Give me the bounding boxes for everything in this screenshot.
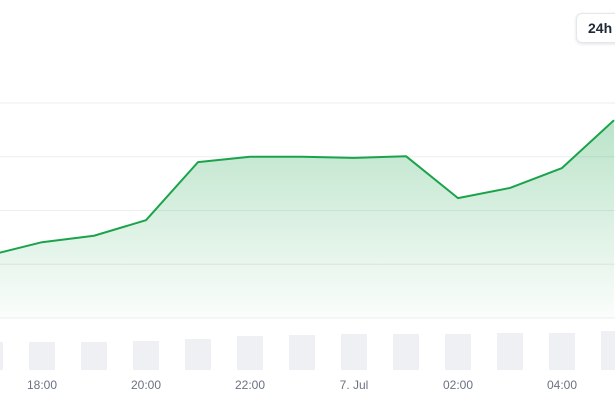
x-tick-label: 02:00: [443, 378, 473, 392]
volume-bar: [601, 331, 615, 370]
volume-bar: [341, 334, 367, 370]
line: [0, 119, 615, 254]
volume-bar: [445, 334, 471, 370]
volume-bar: [289, 335, 315, 370]
x-tick-label: 04:00: [547, 378, 577, 392]
x-tick-label: 7. Jul: [340, 378, 369, 392]
volume-bar: [133, 341, 159, 370]
volume-bar: [549, 333, 575, 370]
volume-bar: [185, 339, 211, 370]
x-tick-label: 20:00: [131, 378, 161, 392]
volume-bar: [393, 334, 419, 370]
volume-bar: [237, 336, 263, 370]
range-button[interactable]: 24h: [576, 13, 615, 43]
volume-bar: [497, 333, 523, 370]
area: [0, 120, 614, 318]
volume-bar: [81, 342, 107, 370]
x-tick-label: 22:00: [235, 378, 265, 392]
volume-bar: [29, 342, 55, 370]
x-tick-label: 18:00: [27, 378, 57, 392]
volume-bar: [0, 342, 3, 370]
